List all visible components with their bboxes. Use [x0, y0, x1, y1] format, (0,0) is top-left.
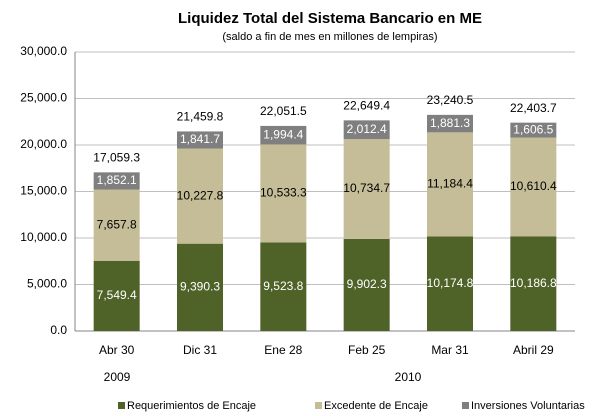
- x-tick-label: Abr 30: [99, 343, 135, 357]
- value-label: 1,994.4: [263, 127, 303, 141]
- total-label: 17,059.3: [93, 151, 140, 165]
- bar-segment: [427, 114, 473, 133]
- value-label: 10,734.7: [343, 181, 390, 195]
- value-label: 10,174.8: [427, 276, 474, 290]
- total-label: 22,403.7: [510, 101, 557, 115]
- bar-segment: [177, 131, 223, 149]
- value-label: 10,610.4: [510, 179, 557, 193]
- year-label: 2010: [395, 370, 422, 384]
- value-label: 1,606.5: [513, 122, 553, 136]
- bar-segment: [343, 120, 390, 140]
- y-tick-label: 20,000.0: [20, 137, 67, 151]
- value-label: 10,533.3: [260, 186, 307, 200]
- x-tick-label: Ene 28: [264, 343, 302, 357]
- bar-segment: [343, 139, 390, 239]
- legend-label: Requerimientos de Encaje: [127, 400, 256, 412]
- total-label: 22,649.4: [343, 99, 390, 113]
- legend-label: Excedente de Encaje: [324, 400, 428, 412]
- bar-segment: [510, 236, 557, 331]
- bar-segment: [343, 238, 390, 331]
- year-label: 2009: [104, 370, 131, 384]
- value-label: 9,523.8: [263, 279, 303, 293]
- total-label: 23,240.5: [427, 93, 474, 107]
- bar-segment: [427, 236, 473, 331]
- value-label: 1,881.3: [430, 116, 470, 130]
- bar-segment: [510, 122, 557, 138]
- y-tick-label: 15,000.0: [20, 184, 67, 198]
- x-tick-label: Feb 25: [348, 343, 386, 357]
- value-label: 9,902.3: [347, 277, 387, 291]
- value-label: 9,390.3: [180, 280, 220, 294]
- legend-swatch: [462, 402, 469, 409]
- legend-label: Inversiones Voluntarias: [471, 400, 585, 412]
- x-tick-label: Abril 29: [513, 343, 554, 357]
- y-tick-label: 0.0: [50, 323, 67, 337]
- bar-segment: [510, 137, 557, 237]
- total-label: 22,051.5: [260, 104, 307, 118]
- y-tick-label: 5,000.0: [27, 277, 67, 291]
- bar-segment: [93, 260, 140, 331]
- y-tick-label: 30,000.0: [20, 44, 67, 58]
- total-label: 21,459.8: [177, 110, 224, 124]
- x-tick-label: Dic 31: [183, 343, 217, 357]
- x-tick-label: Mar 31: [431, 343, 469, 357]
- value-label: 1,841.7: [180, 132, 220, 146]
- bar-segment: [260, 144, 307, 243]
- value-label: 2,012.4: [347, 122, 387, 136]
- chart-subtitle: (saldo a fin de mes en millones de lempi…: [222, 31, 437, 43]
- bar-segment: [177, 148, 223, 244]
- bar-segment: [93, 172, 140, 190]
- bar-segment: [260, 242, 307, 331]
- bar-segment: [177, 243, 223, 331]
- value-label: 1,852.1: [97, 173, 137, 187]
- bar-segment: [427, 132, 473, 237]
- y-tick-label: 25,000.0: [20, 91, 67, 105]
- bar-segment: [260, 125, 307, 145]
- value-label: 7,549.4: [97, 288, 137, 302]
- bar-segment: [93, 189, 140, 261]
- chart-title: Liquidez Total del Sistema Bancario en M…: [178, 10, 482, 27]
- legend-swatch: [118, 402, 125, 409]
- y-tick-label: 10,000.0: [20, 230, 67, 244]
- value-label: 11,184.4: [427, 177, 473, 191]
- value-label: 7,657.8: [97, 217, 137, 231]
- value-label: 10,227.8: [177, 188, 224, 202]
- legend-swatch: [315, 402, 322, 409]
- value-label: 10,186.8: [510, 276, 557, 290]
